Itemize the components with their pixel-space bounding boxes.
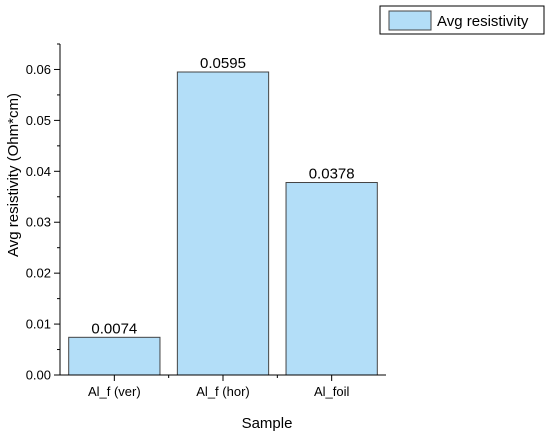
y-tick-label: 0.00 [26, 368, 51, 383]
x-tick-label: Al_f (ver) [88, 384, 141, 399]
y-tick-label: 0.02 [26, 266, 51, 281]
y-tick-label: 0.05 [26, 113, 51, 128]
y-tick-label: 0.03 [26, 215, 51, 230]
bar [68, 336, 161, 376]
x-tick-label: Al_foil [314, 384, 350, 399]
data-label: 0.0595 [200, 55, 246, 72]
legend-label: Avg resistivity [437, 13, 529, 30]
y-tick-label: 0.04 [26, 164, 51, 179]
plot-area: 0.0074 0.0595 0.0378 0.00 0.01 0.02 0.03 0.04 0.… [26, 43, 386, 399]
legend-swatch [388, 10, 432, 31]
data-label: 0.0074 [91, 320, 137, 337]
bar [285, 182, 378, 376]
y-tick-label: 0.01 [26, 317, 51, 332]
x-tick-label: Al_f (hor) [196, 384, 249, 399]
legend: Avg resistivity [379, 5, 545, 35]
data-label: 0.0378 [309, 166, 355, 183]
x-axis-title: Sample [242, 415, 293, 432]
bar [176, 71, 270, 376]
y-tick-label: 0.06 [26, 62, 51, 77]
y-axis-title: Avg resistivity (Ohm*cm) [5, 93, 22, 257]
